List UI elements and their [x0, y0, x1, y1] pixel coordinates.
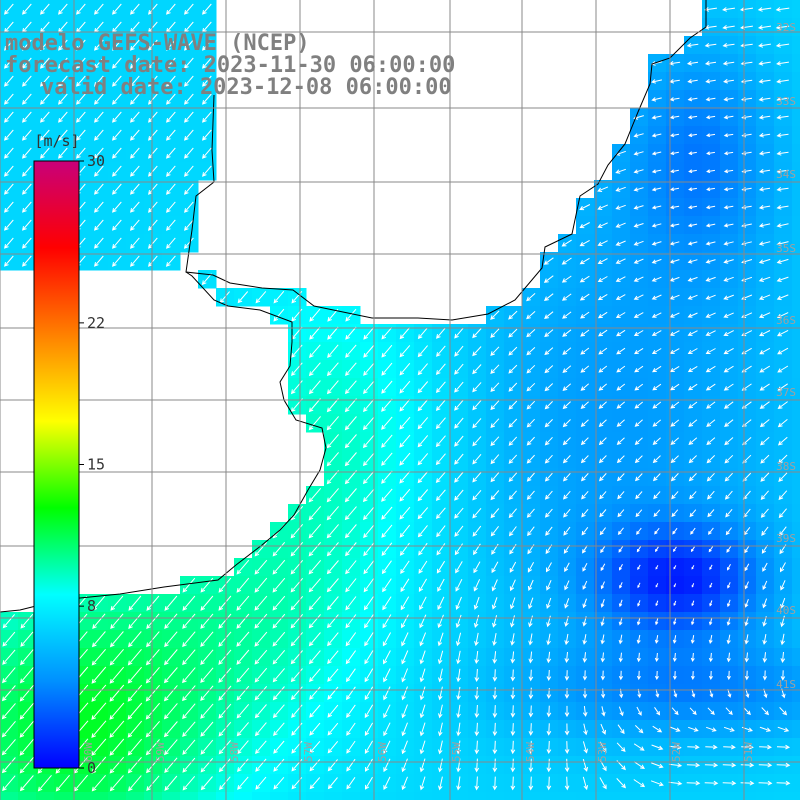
colorbar-tick-label: 8: [87, 597, 96, 615]
lon-label: 54W: [524, 742, 537, 762]
longitude-labels: 60W 59W 58W 57W 56W 55W 54W 53W 52W 51W: [82, 742, 755, 762]
lat-label: 32S: [776, 21, 796, 34]
coastline: [0, 0, 707, 613]
lon-label: 53W: [596, 742, 609, 762]
lon-label: 59W: [154, 742, 167, 762]
lat-label: 38S: [776, 460, 796, 473]
lat-label: 41S: [776, 678, 796, 691]
lon-label: 60W: [82, 742, 95, 762]
lat-label: 35S: [776, 242, 796, 255]
lat-label: 34S: [776, 168, 796, 181]
colorbar-tick-label: 22: [87, 314, 105, 332]
lat-label: 36S: [776, 314, 796, 327]
colorbar: [m/s] 0 8 15 22 30: [33, 132, 105, 777]
title-block: modelo GEFS-WAVE (NCEP) forecast date: 2…: [5, 31, 455, 100]
lat-label: 40S: [776, 604, 796, 617]
lon-label: 55W: [450, 742, 463, 762]
lat-label: 33S: [776, 95, 796, 108]
wind-vector-arrows: [1, 3, 791, 792]
lon-label: 52W: [670, 742, 683, 762]
lon-label: 57W: [302, 742, 315, 762]
lon-label: 56W: [376, 742, 389, 762]
forecast-date: forecast date: 2023-11-30 06:00:00: [5, 53, 455, 78]
valid-date: valid date: 2023-12-08 06:00:00: [41, 75, 452, 100]
lat-label: 39S: [776, 532, 796, 545]
lon-label: 58W: [228, 742, 241, 762]
lon-label: 51W: [742, 742, 755, 762]
lat-label: 37S: [776, 386, 796, 399]
colorbar-ticks: 0 8 15 22 30: [79, 152, 105, 777]
model-title: modelo GEFS-WAVE (NCEP): [5, 31, 310, 56]
colorbar-tick-label: 30: [87, 152, 105, 170]
colorbar-gradient: [33, 160, 80, 769]
colorbar-unit: [m/s]: [34, 132, 79, 150]
latitude-labels: 32S 33S 34S 35S 36S 37S 38S 39S 40S 41S: [776, 21, 796, 691]
colorbar-tick-label: 15: [87, 456, 105, 474]
colorbar-tick-label: 0: [87, 759, 96, 777]
